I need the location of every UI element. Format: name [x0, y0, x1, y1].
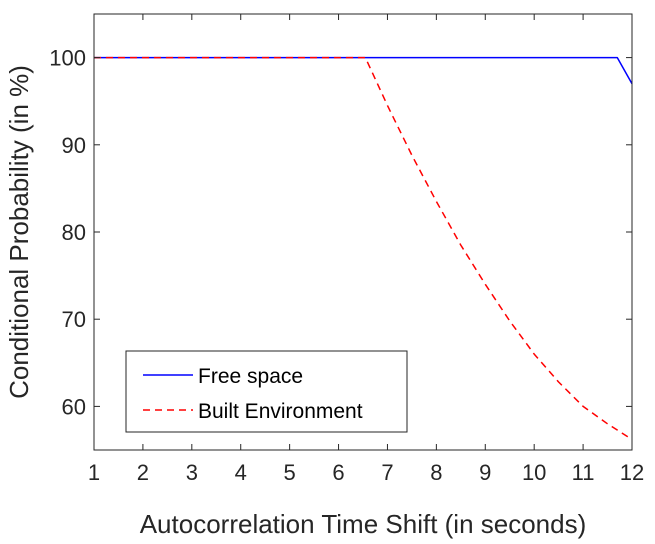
y-axis-ticks: 60 70 80 90 100: [49, 46, 632, 419]
x-axis-ticks: 1 2 3 4 5 6 7 8 9 10 11 12: [88, 14, 644, 485]
x-axis-label: Autocorrelation Time Shift (in seconds): [140, 509, 587, 539]
x-tick-label: 9: [479, 460, 491, 485]
x-tick-label: 4: [235, 460, 247, 485]
legend: Free space Built Environment: [125, 350, 408, 433]
x-tick-label: 11: [572, 460, 595, 485]
x-tick-label: 1: [88, 460, 100, 485]
y-tick-label: 90: [62, 133, 86, 158]
x-tick-label: 12: [620, 460, 644, 485]
y-tick-label: 100: [49, 46, 86, 71]
y-tick-label: 60: [62, 394, 86, 419]
x-tick-label: 5: [284, 460, 296, 485]
x-tick-label: 10: [522, 460, 546, 485]
y-axis-label: Conditional Probability (in %): [4, 65, 34, 399]
legend-label-1: Free space: [198, 365, 303, 388]
y-tick-label: 80: [62, 220, 86, 245]
x-tick-label: 7: [381, 460, 393, 485]
legend-label-2: Built Environment: [198, 400, 363, 423]
x-tick-label: 3: [186, 460, 198, 485]
series-layer: [94, 56, 633, 441]
y-tick-label: 70: [62, 307, 86, 332]
series-line-2: [94, 56, 633, 441]
legend-box: [125, 350, 408, 433]
x-tick-label: 2: [137, 460, 149, 485]
x-tick-label: 6: [332, 460, 344, 485]
x-tick-label: 8: [430, 460, 442, 485]
